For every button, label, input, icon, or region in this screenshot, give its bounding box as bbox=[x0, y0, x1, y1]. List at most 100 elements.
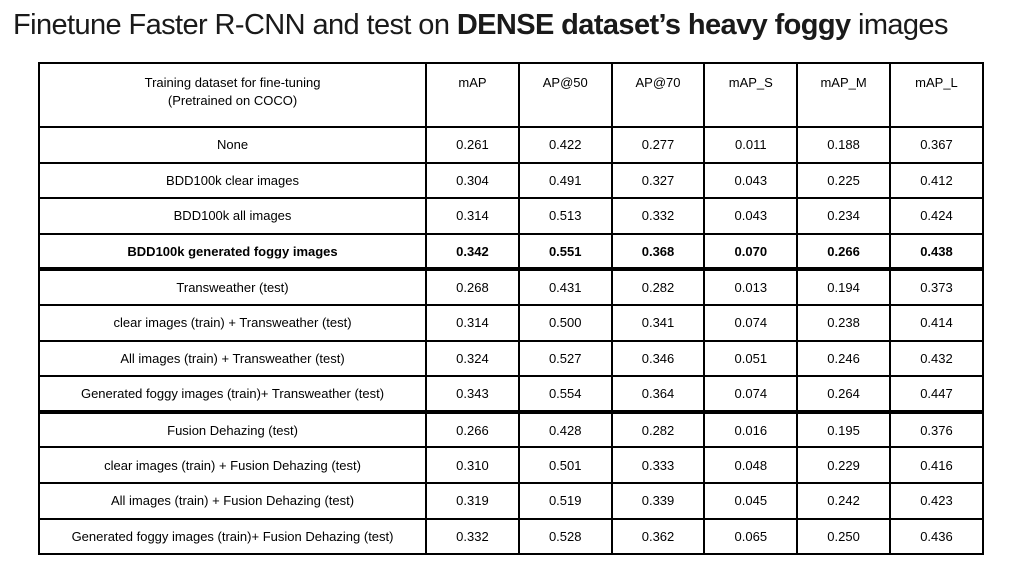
table-row: All images (train) + Transweather (test)… bbox=[37, 339, 985, 378]
value-cell: 0.304 bbox=[425, 161, 520, 200]
value-cell: 0.491 bbox=[517, 161, 613, 200]
value-cell: 0.314 bbox=[425, 197, 520, 235]
value-cell: 0.048 bbox=[703, 446, 799, 484]
table-body: None 0.261 0.422 0.277 0.011 0.188 0.367 BDD100… bbox=[37, 126, 985, 556]
value-cell: 0.416 bbox=[888, 446, 985, 484]
value-cell: 0.422 bbox=[517, 126, 613, 164]
value-cell: 0.414 bbox=[888, 303, 985, 342]
value-cell: 0.447 bbox=[888, 375, 985, 414]
table-row: clear images (train) + Transweather (tes… bbox=[37, 303, 985, 342]
value-cell: 0.436 bbox=[888, 517, 985, 556]
table-row: clear images (train) + Fusion Dehazing (… bbox=[37, 446, 985, 484]
value-cell: 0.016 bbox=[703, 410, 799, 449]
value-cell: 0.246 bbox=[796, 339, 891, 378]
value-cell: 0.501 bbox=[517, 446, 613, 484]
value-cell: 0.346 bbox=[610, 339, 706, 378]
value-cell: 0.367 bbox=[888, 126, 985, 164]
value-cell: 0.268 bbox=[425, 268, 520, 306]
table-row: BDD100k generated foggy images 0.342 0.551… bbox=[37, 232, 985, 272]
col-header-line1: Training dataset for fine-tuning bbox=[144, 75, 321, 90]
value-cell: 0.051 bbox=[703, 339, 799, 378]
value-cell: 0.327 bbox=[610, 161, 706, 200]
value-cell: 0.332 bbox=[425, 517, 520, 556]
value-cell: 0.342 bbox=[425, 232, 520, 272]
value-cell: 0.238 bbox=[796, 303, 891, 342]
value-cell: 0.431 bbox=[517, 268, 613, 306]
value-cell: 0.277 bbox=[610, 126, 706, 164]
header-row: Training dataset for fine-tuning (Pretra… bbox=[37, 62, 985, 128]
value-cell: 0.229 bbox=[796, 446, 891, 484]
value-cell: 0.074 bbox=[703, 303, 799, 342]
title-bold-emphasis: DENSE dataset’s heavy foggy bbox=[456, 9, 851, 41]
col-header-training-dataset: Training dataset for fine-tuning (Pretra… bbox=[37, 62, 428, 128]
value-cell: 0.070 bbox=[703, 232, 799, 272]
row-label: Transweather (test) bbox=[37, 268, 428, 306]
table-row: None 0.261 0.422 0.277 0.011 0.188 0.367 bbox=[37, 126, 985, 164]
value-cell: 0.264 bbox=[796, 375, 891, 414]
value-cell: 0.513 bbox=[517, 197, 613, 235]
value-cell: 0.432 bbox=[888, 339, 985, 378]
row-label: All images (train) + Transweather (test) bbox=[37, 339, 428, 378]
value-cell: 0.225 bbox=[796, 161, 891, 200]
value-cell: 0.423 bbox=[888, 481, 985, 520]
title-suffix: images bbox=[850, 9, 948, 41]
value-cell: 0.011 bbox=[703, 126, 799, 164]
value-cell: 0.528 bbox=[517, 517, 613, 556]
value-cell: 0.282 bbox=[610, 410, 706, 449]
table-row: Fusion Dehazing (test) 0.266 0.428 0.282 0.0… bbox=[37, 410, 985, 449]
value-cell: 0.412 bbox=[888, 161, 985, 200]
value-cell: 0.250 bbox=[796, 517, 891, 556]
title-prefix: Finetune Faster R-CNN and test on bbox=[13, 9, 457, 41]
value-cell: 0.500 bbox=[517, 303, 613, 342]
value-cell: 0.364 bbox=[610, 375, 706, 414]
value-cell: 0.242 bbox=[796, 481, 891, 520]
value-cell: 0.343 bbox=[425, 375, 520, 414]
row-label: Fusion Dehazing (test) bbox=[37, 410, 428, 449]
value-cell: 0.368 bbox=[610, 232, 706, 272]
value-cell: 0.266 bbox=[796, 232, 891, 272]
value-cell: 0.065 bbox=[703, 517, 799, 556]
row-label: Generated foggy images (train)+ Fusion D… bbox=[37, 517, 428, 556]
col-header-map-l: mAP_L bbox=[888, 62, 985, 128]
col-header-map-s: mAP_S bbox=[703, 62, 799, 128]
value-cell: 0.261 bbox=[425, 126, 520, 164]
value-cell: 0.282 bbox=[610, 268, 706, 306]
col-header-ap50: AP@50 bbox=[517, 62, 613, 128]
value-cell: 0.045 bbox=[703, 481, 799, 520]
row-label: Generated foggy images (train)+ Transwea… bbox=[37, 375, 428, 414]
col-header-ap70: AP@70 bbox=[610, 62, 706, 128]
row-label: BDD100k clear images bbox=[37, 161, 428, 200]
value-cell: 0.527 bbox=[517, 339, 613, 378]
value-cell: 0.319 bbox=[425, 481, 520, 520]
results-table: Training dataset for fine-tuning (Pretra… bbox=[37, 62, 985, 556]
value-cell: 0.373 bbox=[888, 268, 985, 306]
value-cell: 0.551 bbox=[517, 232, 613, 272]
value-cell: 0.428 bbox=[517, 410, 613, 449]
slide-title: Finetune Faster R-CNN and test on DENSE … bbox=[13, 7, 1013, 43]
col-header-map-m: mAP_M bbox=[796, 62, 891, 128]
row-label: All images (train) + Fusion Dehazing (te… bbox=[37, 481, 428, 520]
value-cell: 0.043 bbox=[703, 197, 799, 235]
value-cell: 0.376 bbox=[888, 410, 985, 449]
row-label: clear images (train) + Transweather (tes… bbox=[37, 303, 428, 342]
table-header: Training dataset for fine-tuning (Pretra… bbox=[37, 62, 985, 128]
row-label: None bbox=[37, 126, 428, 164]
value-cell: 0.266 bbox=[425, 410, 520, 449]
value-cell: 0.074 bbox=[703, 375, 799, 414]
value-cell: 0.332 bbox=[610, 197, 706, 235]
value-cell: 0.333 bbox=[610, 446, 706, 484]
value-cell: 0.195 bbox=[796, 410, 891, 449]
value-cell: 0.314 bbox=[425, 303, 520, 342]
value-cell: 0.362 bbox=[610, 517, 706, 556]
value-cell: 0.043 bbox=[703, 161, 799, 200]
value-cell: 0.324 bbox=[425, 339, 520, 378]
value-cell: 0.188 bbox=[796, 126, 891, 164]
table-row: BDD100k all images 0.314 0.513 0.332 0.043 0.… bbox=[37, 197, 985, 235]
value-cell: 0.310 bbox=[425, 446, 520, 484]
value-cell: 0.194 bbox=[796, 268, 891, 306]
table-row: Generated foggy images (train)+ Transwea… bbox=[37, 375, 985, 414]
table-row: Transweather (test) 0.268 0.431 0.282 0.013 0… bbox=[37, 268, 985, 306]
value-cell: 0.554 bbox=[517, 375, 613, 414]
value-cell: 0.013 bbox=[703, 268, 799, 306]
